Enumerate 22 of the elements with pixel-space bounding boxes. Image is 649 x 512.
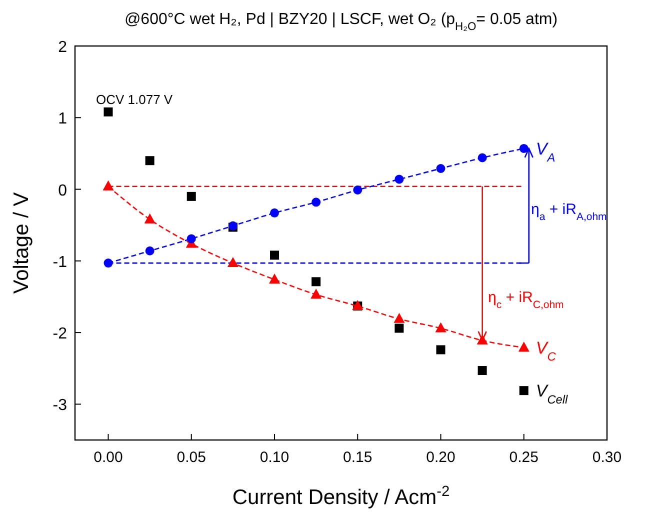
annotation: η$_{c}$ + iR$_{C,ohm}$ (488, 289, 564, 311)
y-tick-label: 0 (58, 182, 68, 200)
x-tick-label: 0.25 (509, 449, 538, 466)
y-tick-label: -3 (52, 397, 68, 414)
series-label: V$_{C}$ (536, 338, 556, 364)
x-tick-label: 0.10 (260, 449, 290, 466)
x-tick-label: 0.05 (176, 449, 206, 466)
y-axis-title: Voltage / V (10, 192, 33, 294)
chart-title: @600°C wet H₂, Pd | BZY20 | LSCF, wet O₂ (p$_{H₂O}$= 0.05 atm) (124, 11, 558, 33)
y-tick-label: 1 (58, 110, 68, 128)
legend-label: V$_{A}$ (536, 139, 556, 164)
y-tick-label: -2 (52, 326, 68, 343)
y-tick-label: -1 (52, 254, 68, 271)
annotation: OCV 1.077 V (96, 92, 173, 107)
annotation: η$_{a}$ + iR$_{A,ohm}$ (531, 201, 608, 223)
x-axis-title: Current Density / Acm$^{-2}$ (232, 484, 450, 509)
x-tick-label: 0.30 (592, 449, 622, 466)
series-label: V$_{Cell}$ (536, 382, 568, 407)
y-tick-label: 2 (58, 39, 68, 56)
x-tick-label: 0.15 (343, 449, 372, 466)
x-tick-label: 0.00 (94, 449, 123, 466)
x-tick-label: 0.20 (426, 449, 456, 466)
